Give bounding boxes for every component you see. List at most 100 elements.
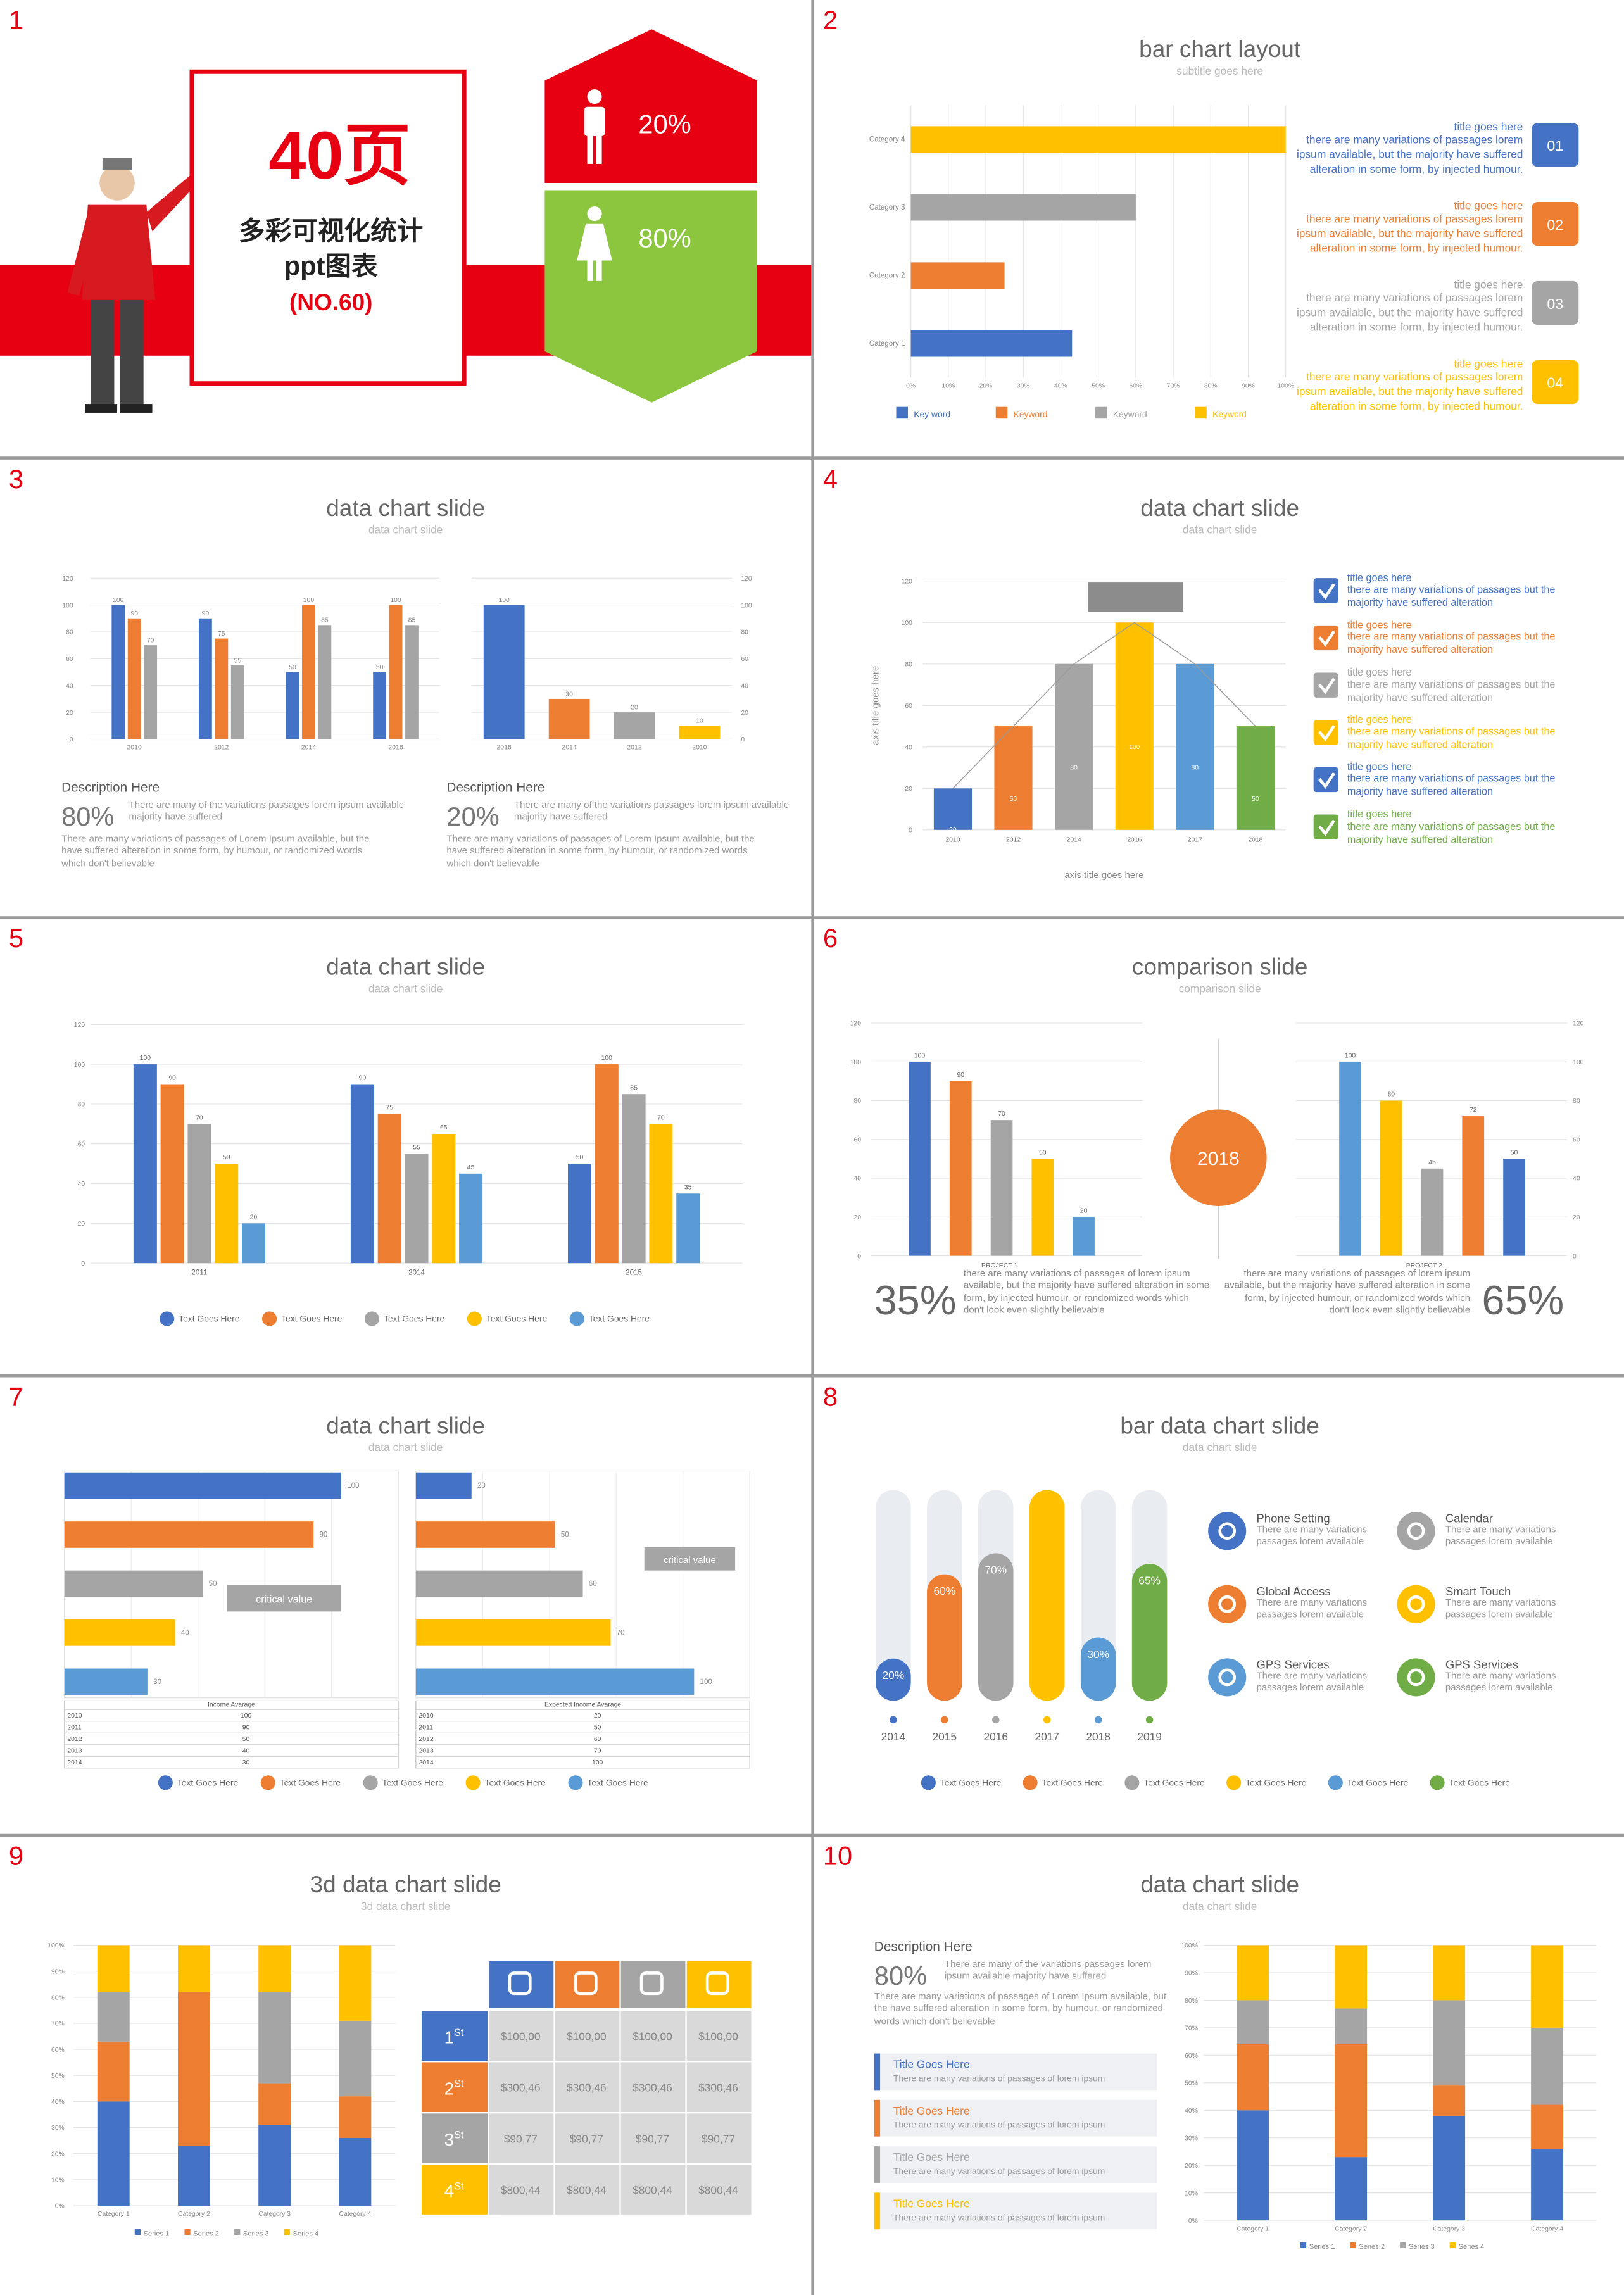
y-tick-label: 60% <box>1185 2053 1198 2059</box>
bar <box>97 1992 130 2042</box>
rank-suffix: St <box>454 2027 464 2039</box>
bar <box>405 625 419 739</box>
table-cell: $300,46 <box>698 2082 738 2094</box>
bar <box>927 1574 962 1701</box>
legend-label: Text Goes Here <box>1449 1777 1511 1787</box>
checkmark <box>1318 583 1335 600</box>
rank-number: 1 <box>444 2027 454 2047</box>
y-tick-label: 40 <box>66 682 73 689</box>
y-tick-label: 20% <box>1185 2163 1198 2170</box>
x-tick-label: 2014 <box>408 1269 425 1277</box>
table-cell: 2012 <box>67 1736 82 1743</box>
table-cell: $800,44 <box>501 2184 541 2196</box>
badge <box>1532 280 1579 325</box>
item-accent <box>874 2099 881 2137</box>
legend-label: Text Goes Here <box>589 1314 650 1324</box>
value-label: 65 <box>440 1124 448 1131</box>
bar <box>215 638 229 739</box>
dot <box>890 1716 897 1724</box>
y-tick-label: 50% <box>1185 2080 1198 2087</box>
x-axis-title: axis title goes here <box>1064 870 1143 881</box>
header-cell <box>489 1961 554 2008</box>
table-cell: 2013 <box>67 1747 82 1754</box>
hair <box>102 158 132 170</box>
bar <box>111 605 125 739</box>
feature-text: There are many variations passages lorem… <box>1256 1525 1368 1548</box>
category-label: PROJECT 1 <box>981 1262 1017 1269</box>
y-tick-label: 120 <box>1573 1021 1584 1028</box>
rank-label: 3St <box>444 2130 464 2150</box>
bar <box>215 1164 239 1264</box>
x-tick-label: 2014 <box>562 745 577 751</box>
x-tick-label: 2017 <box>1035 1730 1059 1743</box>
title-line: 多彩可视化统计 <box>239 216 423 246</box>
legend-swatch <box>160 1311 175 1326</box>
bar <box>373 672 387 739</box>
presenter-figure <box>67 158 199 413</box>
trend-line <box>952 622 1256 789</box>
description-heading: Description Here <box>446 781 544 795</box>
header-cell <box>555 1961 620 2008</box>
bar <box>64 1619 175 1646</box>
y-tick-label: 80 <box>78 1102 85 1109</box>
feature-text-box: There are many variations passages lorem… <box>1256 1671 1368 1694</box>
x-tick-label: 50% <box>1092 383 1105 390</box>
table-cell-bg <box>555 2062 620 2113</box>
bar <box>64 1472 341 1499</box>
feature-text: There are many variations passages lorem… <box>1256 1598 1368 1621</box>
bar <box>1131 1563 1168 1701</box>
feature-text-box: There are many variations passages lorem… <box>1256 1598 1368 1621</box>
bar <box>1462 1116 1485 1256</box>
legend-label: Keyword <box>1212 409 1247 419</box>
feature-icon <box>1397 1585 1435 1623</box>
bar <box>990 1120 1013 1256</box>
legend-label: Text Goes Here <box>280 1777 341 1787</box>
legend-swatch <box>234 2229 241 2235</box>
slide-subtitle: comparison slide <box>1179 982 1261 995</box>
feature-icon-mark <box>1407 1522 1425 1540</box>
y-tick-label: 100 <box>902 620 913 627</box>
legend-label: Text Goes Here <box>1042 1777 1104 1787</box>
title-box <box>189 69 467 386</box>
dot <box>941 1716 948 1724</box>
value-label: 100 <box>303 597 315 604</box>
bar <box>910 262 1005 289</box>
y-tick-label: 0 <box>1573 1253 1577 1260</box>
slide-title: data chart slide <box>326 954 485 980</box>
item-title: title goes here <box>1347 714 1412 726</box>
y-tick-label: 80 <box>853 1098 861 1105</box>
male-share: 20% <box>638 109 691 139</box>
y-tick-label: 60% <box>51 2047 65 2054</box>
feature-title: Global Access <box>1256 1585 1330 1598</box>
bar <box>286 672 299 739</box>
y-tick-label: 100% <box>1181 1942 1198 1949</box>
feature-text: There are many variations passages lorem… <box>1256 1671 1368 1694</box>
legend-label: Series 4 <box>293 2230 319 2237</box>
description-short-box: There are many of the variations passage… <box>945 1960 1152 1983</box>
bar <box>1433 2115 1466 2221</box>
y-tick-label: 10% <box>1185 2190 1198 2197</box>
legend-swatch <box>465 1775 481 1790</box>
x-tick-label: 2016 <box>983 1730 1008 1743</box>
slide-title: data chart slide <box>326 1412 485 1438</box>
shoe <box>85 404 118 413</box>
value-label: 75 <box>218 631 225 638</box>
feature-icon-mark <box>1218 1595 1237 1613</box>
value-label: 100 <box>601 1055 613 1062</box>
bar <box>389 605 403 739</box>
description-percent: 80% <box>874 1961 927 1990</box>
value-label: 80 <box>1387 1091 1395 1098</box>
bar <box>1055 663 1093 830</box>
value-label: 20 <box>949 827 957 834</box>
table-cell: $90,77 <box>570 2133 603 2146</box>
x-tick-label: 2016 <box>497 745 512 751</box>
legend-swatch <box>363 1775 378 1790</box>
bar <box>64 1668 148 1695</box>
rank-cell <box>422 2062 488 2113</box>
bar <box>1335 1945 1368 2009</box>
item-title: title goes here <box>1454 199 1523 212</box>
y-tick-label: 40 <box>1573 1176 1580 1183</box>
bar <box>350 1084 374 1264</box>
y-tick-label: 40 <box>905 745 912 751</box>
x-tick-label: 60% <box>1129 383 1142 390</box>
